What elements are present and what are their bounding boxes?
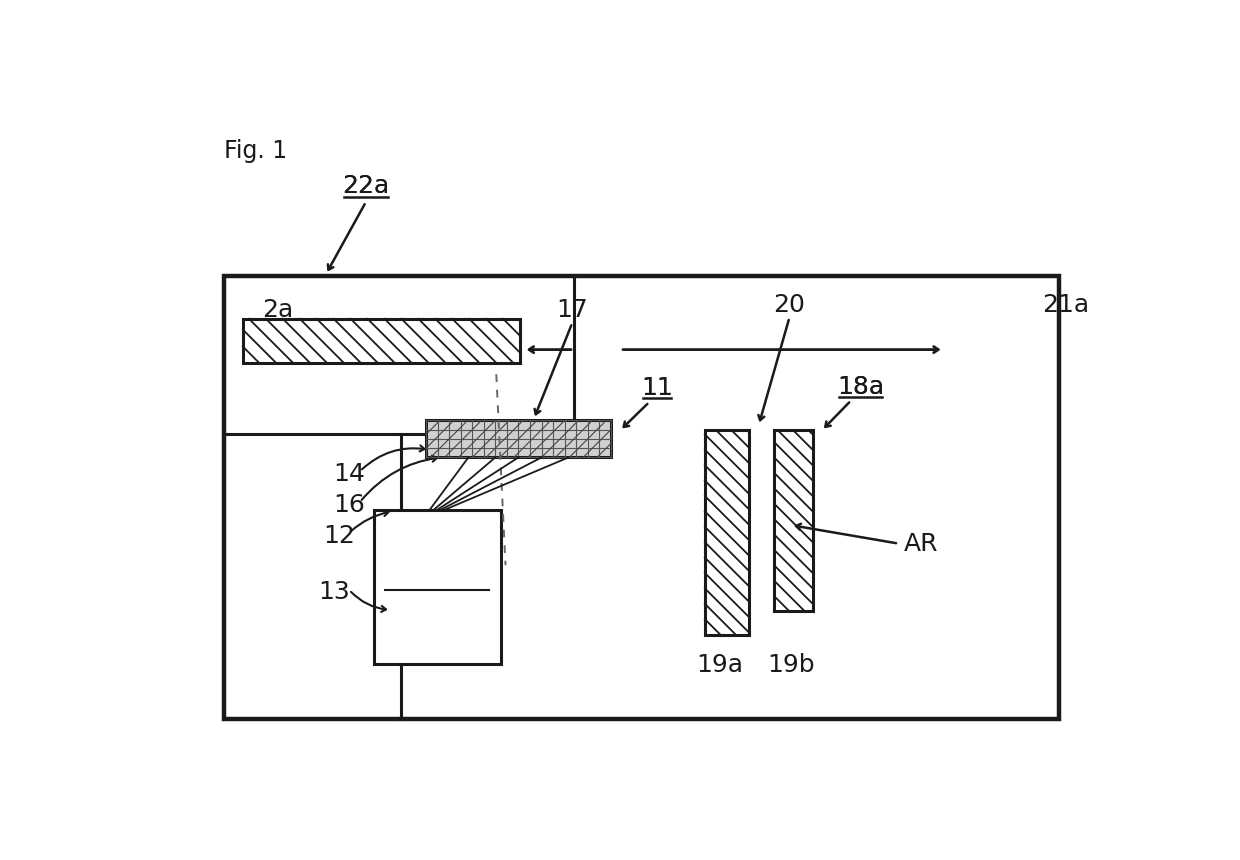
- Text: 12: 12: [324, 524, 355, 548]
- Text: 11: 11: [641, 376, 673, 400]
- Text: AR: AR: [904, 531, 937, 556]
- Text: 18a: 18a: [837, 375, 884, 398]
- Text: 22a: 22a: [342, 175, 389, 199]
- Bar: [774, 431, 812, 611]
- Text: 14: 14: [334, 463, 365, 487]
- Text: 17: 17: [557, 298, 588, 322]
- Text: Fig. 1: Fig. 1: [223, 139, 286, 163]
- Bar: [373, 510, 501, 664]
- Text: 22a: 22a: [342, 175, 389, 199]
- Bar: [427, 421, 611, 458]
- Text: 2a: 2a: [262, 298, 293, 322]
- Text: 11: 11: [641, 376, 673, 400]
- Text: 21a: 21a: [1042, 293, 1089, 317]
- Text: 13: 13: [317, 580, 350, 604]
- Text: 19b: 19b: [768, 654, 815, 678]
- Bar: [704, 431, 749, 635]
- Text: 20: 20: [774, 293, 806, 317]
- Bar: [243, 319, 520, 364]
- Bar: [223, 276, 1059, 719]
- Text: 18a: 18a: [837, 375, 884, 398]
- Text: 19a: 19a: [696, 654, 743, 678]
- Text: 16: 16: [334, 493, 365, 517]
